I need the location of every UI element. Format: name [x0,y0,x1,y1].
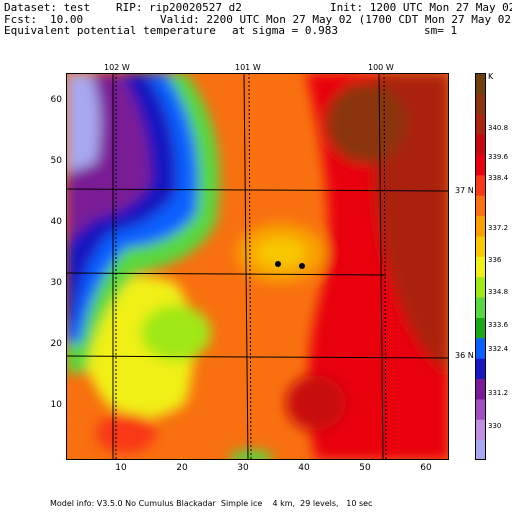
field-name: Equivalent potential temperature [4,24,216,37]
colorbar [475,73,486,460]
colorbar-swatch [475,256,486,278]
station-marker [275,261,281,267]
colorbar-label: 333.6 [488,321,509,329]
colorbar-swatch [475,378,486,400]
colorbar-swatch [475,419,486,441]
colorbar-swatch [475,195,486,217]
lat-lon-grid [115,73,387,460]
station-marker [299,263,305,269]
lon-label-102w: 102 W [104,63,130,72]
y-tick-10: 10 [50,400,62,410]
init-label: Init: 1200 UTC Mon 27 May 02 [330,1,512,14]
field-sw-greenyellow [141,305,211,361]
colorbar-label: 330 [488,422,502,430]
colorbar-swatch [475,174,486,196]
colorbar-swatch [475,398,486,420]
county-boundaries [66,73,449,460]
rip-label: RIP: rip20020527 d2 [116,1,242,14]
x-tick-40: 40 [298,463,310,473]
colorbar-label: 331.2 [488,389,509,397]
theta-e-map [66,73,449,460]
colorbar-swatch [475,358,486,380]
colorbar-label: 336 [488,256,502,264]
colorbar-swatch [475,215,486,237]
colorbar-label: 332.4 [488,345,509,353]
colorbar-swatch [475,93,486,115]
field-south-green [229,450,273,460]
colorbar-swatch [475,276,486,298]
colorbar-swatch [475,113,486,135]
colorbar-swatch [475,73,486,94]
colorbar-swatch [475,154,486,176]
colorbar-label: 337.2 [488,224,509,232]
valid-label: Valid: 2200 UTC Mon 27 May 02 (1700 CDT … [160,13,512,26]
lat-label-37n: 37 N [455,186,474,195]
fcst-label: Fcst: [4,13,38,26]
colorbar-swatch [475,235,486,257]
field-ne-core [326,83,406,163]
y-tick-60: 60 [50,95,62,105]
field-se-core [286,375,346,431]
lat-label-36n: 36 N [455,351,474,360]
colorbar-swatch [475,134,486,155]
colorbar-label: 340.8 [488,124,509,132]
smoothing-label: sm= 1 [424,24,458,37]
field-center-core [256,238,306,268]
x-tick-20: 20 [176,463,188,473]
field-sw-orange [96,413,156,453]
colorbar-swatch [475,439,486,460]
x-tick-60: 60 [420,463,432,473]
y-tick-20: 20 [50,339,62,349]
lon-label-100w: 100 W [368,63,394,72]
colorbar-label: 339.6 [488,153,509,161]
colorbar-swatch [475,317,486,339]
fcst-value: 10.00 [50,13,84,26]
colorbar-swatch [475,297,486,318]
model-info: Model info: V3.5.0 No Cumulus Blackadar … [50,499,373,508]
y-tick-40: 40 [50,217,62,227]
colorbar-label: 334.8 [488,288,509,296]
x-tick-10: 10 [115,463,127,473]
dataset-label: Dataset: test [4,1,91,14]
x-tick-30: 30 [237,463,249,473]
colorbar-swatch [475,337,486,359]
x-tick-50: 50 [359,463,371,473]
colorbar-unit: K [488,72,494,81]
lon-label-101w: 101 W [235,63,261,72]
sigma-label: at sigma = 0.983 [232,24,338,37]
field-west-lavender [66,73,100,173]
y-tick-50: 50 [50,156,62,166]
y-tick-30: 30 [50,278,62,288]
colorbar-label: 338.4 [488,174,509,182]
